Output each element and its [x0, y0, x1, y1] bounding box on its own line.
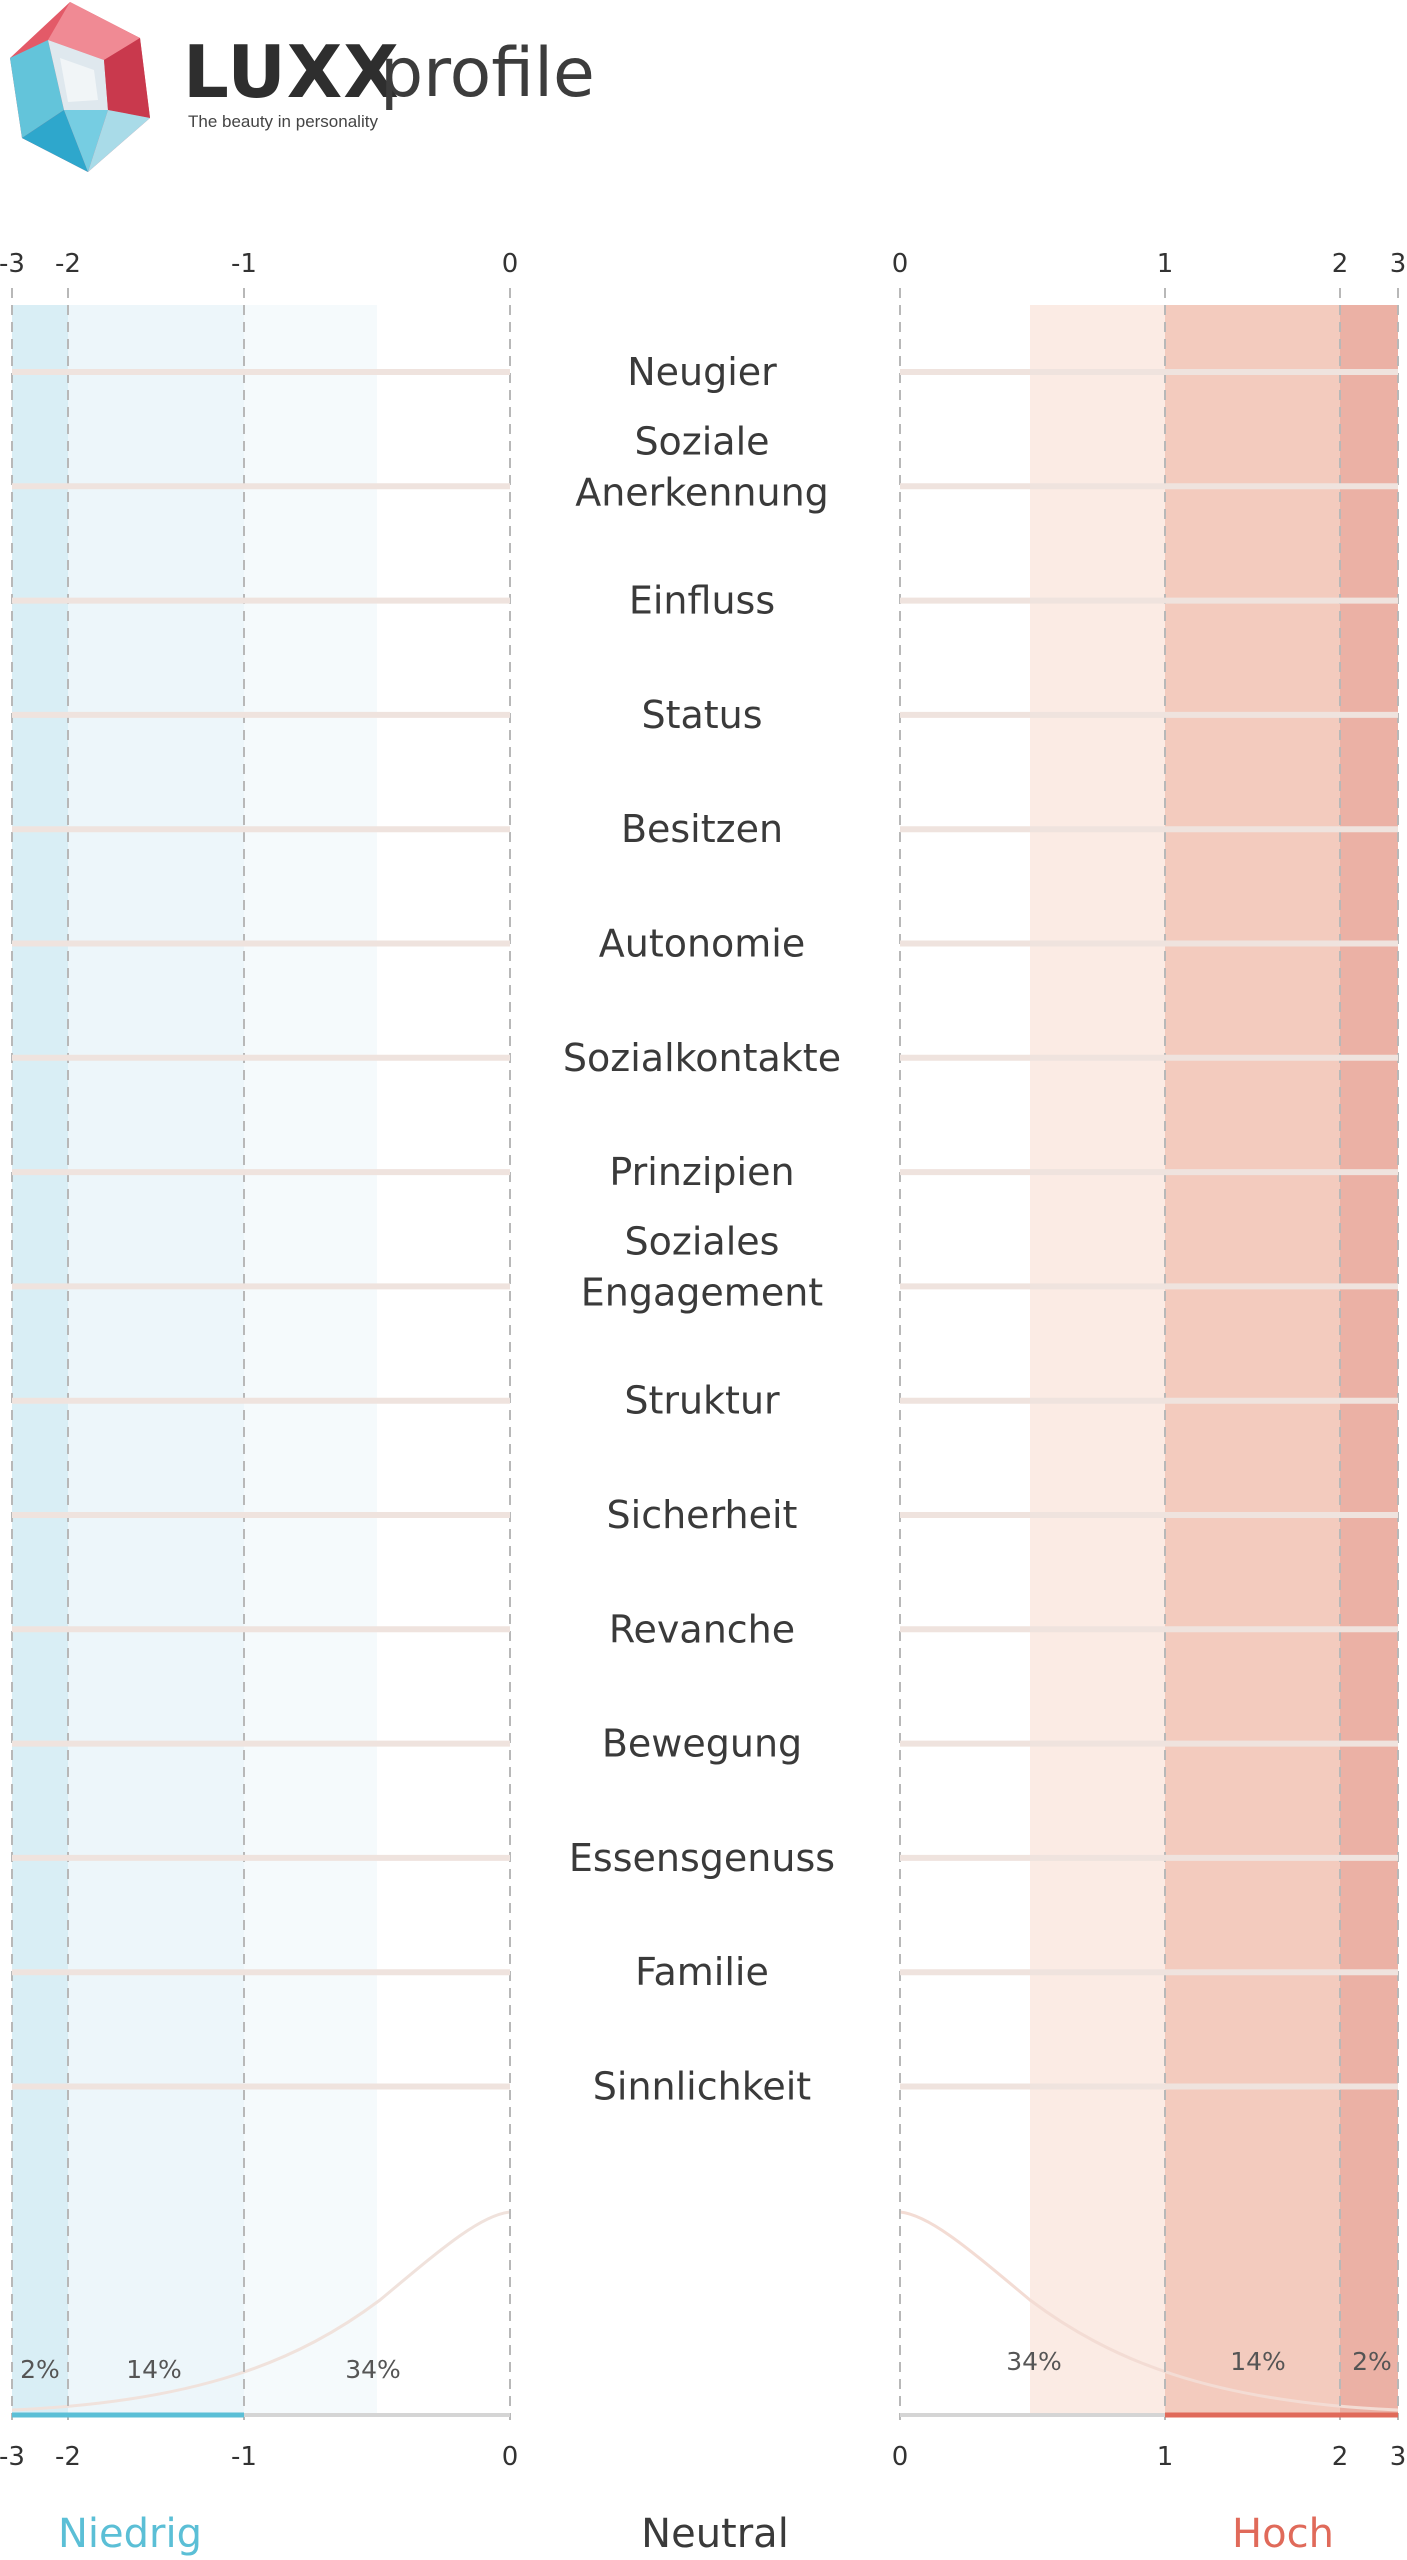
- category-label: Autonomie: [599, 922, 806, 966]
- band-percent-label: 2%: [20, 2355, 60, 2384]
- category-label-line: Anerkennung: [575, 470, 829, 514]
- category-label-line: Soziale: [634, 419, 769, 463]
- tick-label-top-right: 1: [1157, 249, 1174, 279]
- band-right-4: [1165, 305, 1340, 2415]
- tick-label-bottom-right: 2: [1332, 2442, 1349, 2472]
- tick-label-bottom-left: -1: [231, 2442, 257, 2472]
- tick-label-top-left: 0: [502, 249, 519, 279]
- category-label: Besitzen: [621, 807, 783, 851]
- band-percent-label: 34%: [1006, 2347, 1062, 2376]
- category-label: Sinnlichkeit: [593, 2065, 811, 2109]
- category-label: Prinzipien: [609, 1150, 794, 1194]
- band-left-0: [12, 305, 68, 2415]
- bell-curve-left: [11, 2210, 511, 2412]
- footer-label-neutral: Neutral: [641, 2511, 789, 2557]
- category-label: Essensgenuss: [569, 1836, 835, 1880]
- band-percent-label: 14%: [1230, 2347, 1286, 2376]
- category-label: Einfluss: [629, 579, 775, 623]
- brand-name-bold: LUXX: [183, 30, 400, 114]
- category-label: Revanche: [609, 1607, 795, 1651]
- tick-label-top-right: 0: [892, 249, 909, 279]
- category-label: Soziale Anerkennung: [575, 419, 829, 514]
- band-left-1: [68, 305, 244, 2415]
- bell-curve-right: [899, 2210, 1399, 2412]
- category-label: Soziales Engagement: [581, 1219, 823, 1314]
- category-label: Sozialkontakte: [563, 1036, 841, 1080]
- band-left-2: [244, 305, 377, 2415]
- tick-label-top-left: -1: [231, 249, 257, 279]
- tick-label-bottom-right: 3: [1390, 2442, 1407, 2472]
- category-label: Status: [641, 693, 762, 737]
- tick-label-top-right: 2: [1332, 249, 1349, 279]
- band-right-5: [1340, 305, 1398, 2415]
- tick-label-bottom-left: -2: [55, 2442, 81, 2472]
- tick-label-bottom-right: 1: [1157, 2442, 1174, 2472]
- category-label: Familie: [635, 1950, 769, 1994]
- footer-label-high: Hoch: [1232, 2511, 1334, 2557]
- category-label: Neugier: [627, 350, 777, 394]
- band-percent-label: 2%: [1352, 2347, 1392, 2376]
- tick-label-top-left: -3: [0, 249, 25, 279]
- tick-label-top-left: -2: [55, 249, 81, 279]
- luxx-logo-gem-icon: [8, 0, 158, 175]
- category-label-line: Soziales: [625, 1219, 780, 1263]
- brand-tagline: The beauty in personality: [188, 112, 378, 131]
- category-label: Bewegung: [602, 1722, 802, 1766]
- category-label-line: Engagement: [581, 1270, 823, 1314]
- category-label: Struktur: [624, 1379, 780, 1423]
- band-right-3: [1030, 305, 1165, 2415]
- band-percent-label: 34%: [345, 2355, 401, 2384]
- band-percent-label: 14%: [126, 2355, 182, 2384]
- tick-label-top-right: 3: [1390, 249, 1407, 279]
- tick-label-bottom-left: -3: [0, 2442, 25, 2472]
- footer-label-low: Niedrig: [58, 2511, 202, 2557]
- brand-name-light: profile: [380, 34, 595, 113]
- category-label: Sicherheit: [607, 1493, 798, 1537]
- tick-label-bottom-left: 0: [502, 2442, 519, 2472]
- tick-label-bottom-right: 0: [892, 2442, 909, 2472]
